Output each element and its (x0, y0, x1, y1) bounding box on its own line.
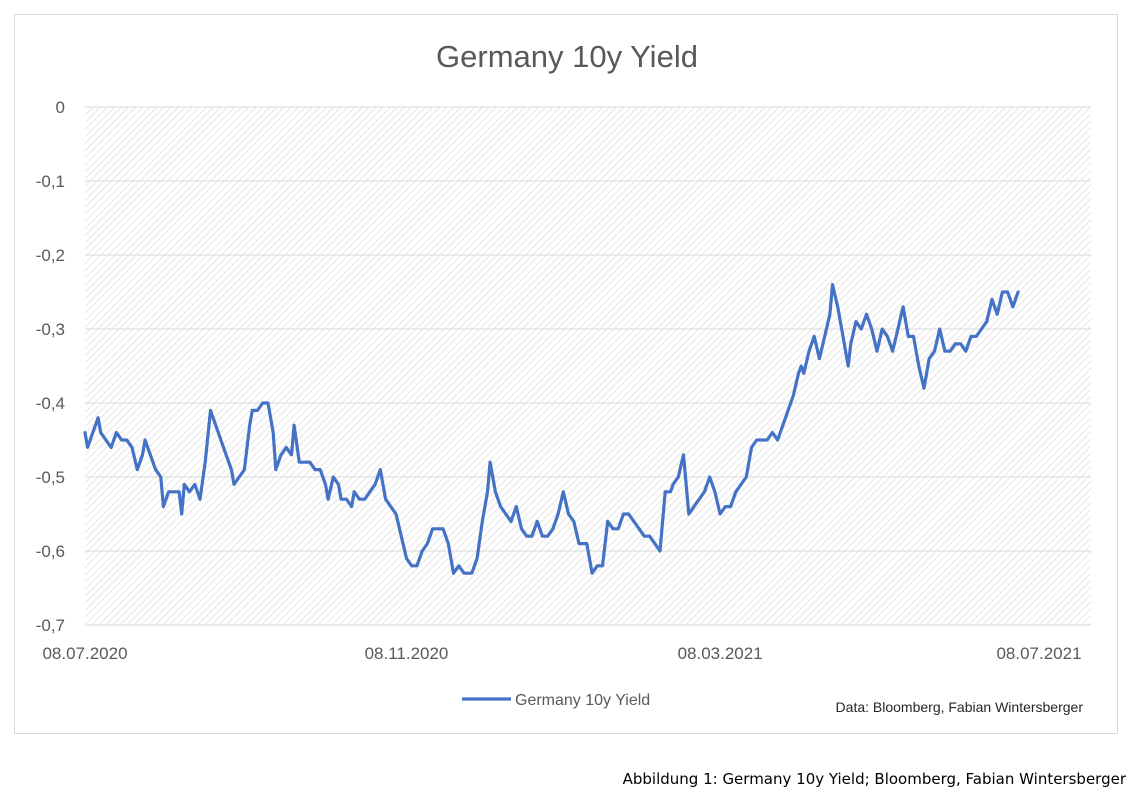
series-line-germany-10y-yield (83, 283, 1020, 575)
plot-area-background (85, 107, 1091, 625)
y-tick-label: -0,2 (36, 246, 65, 265)
y-tick-label: 0 (56, 98, 65, 117)
chart-area: Germany 10y Yield 0 -0,1 -0,2 -0,3 -0,4 -0,5 -… (14, 14, 1118, 734)
x-tick-label: 08.07.2021 (996, 644, 1081, 663)
chart-svg: Germany 10y Yield 0 -0,1 -0,2 -0,3 -0,4 -0,5 -… (36, 39, 1091, 715)
x-tick-label: 08.11.2020 (365, 644, 449, 663)
y-axis-ticks: 0 -0,1 -0,2 -0,3 -0,4 -0,5 -0,6 -0,7 (36, 98, 65, 635)
legend-label-germany-10y-yield: Germany 10y Yield (515, 692, 650, 709)
x-tick-label: 08.03.2021 (678, 644, 763, 663)
y-tick-label: -0,6 (36, 542, 65, 561)
y-tick-label: -0,4 (36, 394, 65, 413)
y-tick-label: -0,1 (36, 172, 65, 191)
y-tick-label: -0,5 (36, 468, 65, 487)
source-note: Data: Bloomberg, Fabian Wintersberger (836, 699, 1084, 715)
y-tick-label: -0,3 (36, 320, 65, 339)
gridlines (85, 106, 1091, 626)
y-tick-label: -0,7 (36, 616, 65, 635)
chart-title: Germany 10y Yield (436, 39, 698, 74)
x-axis-ticks: 08.07.2020 08.11.2020 08.03.2021 08.07.2021 (42, 644, 1081, 663)
x-tick-label: 08.07.2020 (42, 644, 127, 663)
figure-caption: Abbildung 1: Germany 10y Yield; Bloomber… (622, 770, 1126, 788)
legend: Germany 10y Yield (462, 692, 650, 709)
